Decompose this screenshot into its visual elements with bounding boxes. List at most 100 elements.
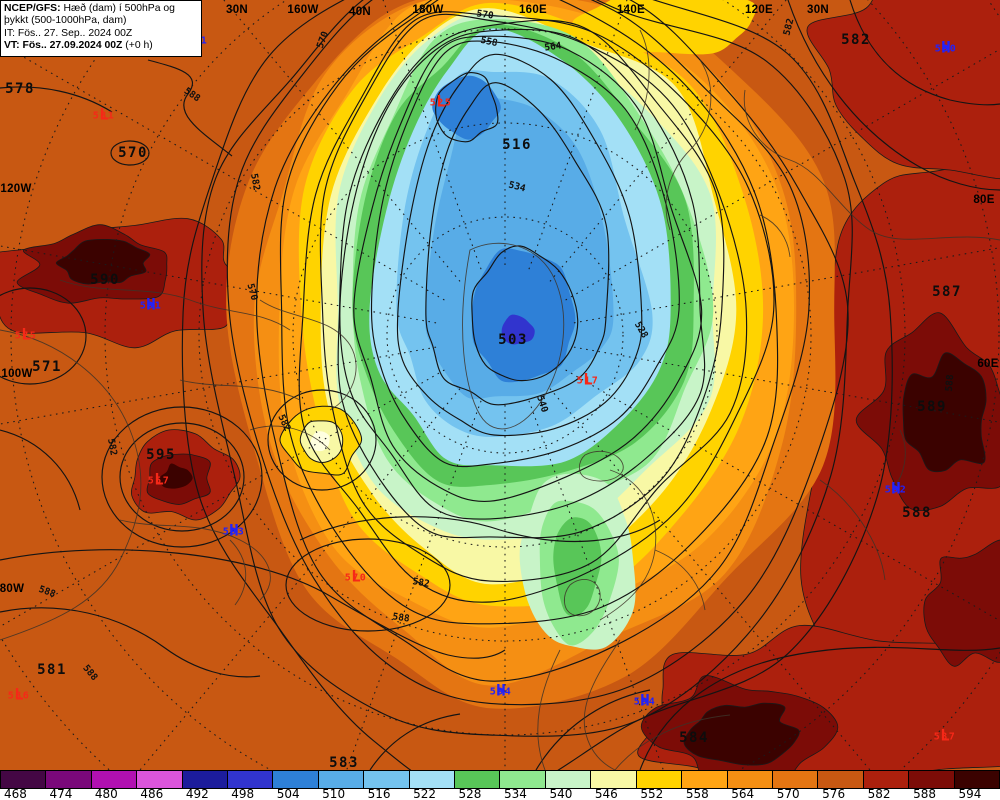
height-contour [0, 549, 506, 659]
map-area: 30N 160W 40N 180W 160E 140E 120E 30N 120W 100W 80W… [0, 0, 1000, 770]
colorbar-cells [0, 770, 1000, 789]
thickness-fill-region [683, 702, 800, 766]
height-contour [639, 646, 1000, 770]
valid-time: VT: Fös.. 27.09.2024 00Z [4, 40, 123, 52]
latitude-circle [104, 0, 906, 736]
height-contour [0, 429, 81, 511]
thickness-fill-region [553, 517, 602, 617]
height-contour [535, 689, 651, 770]
coastline [743, 89, 1000, 241]
colorbar-tick-label: 468 [4, 787, 27, 800]
height-contour [267, 389, 377, 491]
latitude-circle [198, 28, 812, 642]
colorbar-tick-label: 576 [822, 787, 846, 800]
coastline [537, 649, 561, 770]
height-contour [0, 607, 261, 678]
colorbar-labels: 468 474 480 486 492 498 504 510 516 522 528 534 540 5… [0, 787, 1000, 800]
colorbar-cell [909, 771, 955, 788]
coastline [59, 279, 291, 331]
thickness-fill-region [806, 0, 1000, 180]
colorbar-tick-label: 492 [185, 787, 209, 800]
height-contour [435, 72, 499, 143]
height-contour [256, 0, 811, 682]
colorbar-cell [772, 771, 819, 788]
height-contour [787, 0, 1000, 191]
latitude-circle [386, 216, 624, 454]
title-box: NCEP/GFS: Hæð (dam) í 500hPa og þykkt (5… [0, 0, 202, 57]
colorbar-cell [409, 771, 456, 788]
colorbar-cell [727, 771, 773, 788]
colorbar-cell [818, 771, 864, 788]
colorbar-cell [182, 771, 229, 788]
coastline [564, 578, 601, 617]
colorbar-tick-label: 582 [867, 787, 891, 800]
colorbar-tick-label: 594 [958, 787, 982, 800]
coastline [634, 29, 650, 131]
coastline [119, 519, 271, 606]
height-contour [119, 422, 245, 532]
coastline [462, 242, 565, 430]
colorbar-cell [682, 771, 728, 788]
coastline [759, 214, 791, 258]
coastline [819, 479, 886, 581]
colorbar-tick-label: 486 [140, 787, 164, 800]
height-contour [396, 53, 643, 437]
latitude-circle [292, 122, 718, 548]
title-line1-text: Hæð (dam) í 500hPa og [60, 3, 175, 14]
colorbar-tick-label: 528 [458, 787, 482, 800]
height-contour [471, 245, 579, 382]
height-contour [299, 516, 661, 543]
height-contour [226, 0, 849, 706]
thickness-fill-region [923, 539, 1000, 667]
height-contour [849, 0, 1000, 106]
colorbar-cell [636, 771, 683, 788]
colorbar-tick-label: 522 [413, 787, 436, 800]
colorbar-cell [91, 771, 138, 788]
colorbar-cell [500, 771, 546, 788]
colorbar-cell [455, 771, 501, 788]
colorbar: 468 474 480 486 492 498 504 510 516 522 528 534 540 5… [0, 770, 1000, 800]
height-contour [101, 406, 263, 548]
colorbar-tick-label: 552 [640, 787, 664, 800]
colorbar-cell [364, 771, 410, 788]
height-band-fill [501, 314, 535, 345]
colorbar-tick-label: 570 [776, 787, 800, 800]
height-contour [285, 538, 451, 632]
coastline [599, 469, 706, 621]
latitude-circle [10, 0, 1000, 770]
height-contour [353, 35, 703, 502]
colorbar-cell [273, 771, 319, 788]
height-contour [370, 40, 680, 468]
thickness-fill-region [55, 238, 151, 285]
coastline [259, 299, 357, 411]
height-contour [0, 287, 87, 385]
colorbar-tick-label: 588 [913, 787, 936, 800]
coastline [583, 639, 731, 770]
colorbar-cell [863, 771, 910, 788]
height-contour [147, 59, 233, 157]
title-line2: þykkt (500-1000hPa, dam) [4, 15, 127, 27]
colorbar-cell [0, 771, 47, 788]
colorbar-cell [228, 771, 274, 788]
colorbar-tick-label: 564 [731, 787, 755, 800]
title-line1: NCEP/GFS: Hæð (dam) í 500hPa og [4, 3, 198, 15]
colorbar-cell [545, 771, 592, 788]
height-contour [0, 86, 113, 113]
height-contour [201, 0, 853, 737]
colorbar-tick-label: 480 [94, 787, 118, 800]
height-contour [181, 0, 893, 770]
coastline [179, 379, 331, 451]
height-contour [298, 11, 775, 603]
model-name: NCEP/GFS: [4, 3, 61, 14]
colorbar-tick-label: 540 [549, 787, 573, 800]
colorbar-cell [137, 771, 183, 788]
colorbar-tick-label: 474 [49, 787, 73, 800]
height-contour [110, 140, 150, 166]
colorbar-tick-label: 534 [504, 787, 527, 800]
height-band-fill [432, 75, 501, 140]
hurricane-fill [159, 463, 193, 489]
height-band-fill [471, 248, 576, 383]
thickness-fill-region [902, 352, 987, 473]
colorbar-tick-label: 558 [685, 787, 709, 800]
colorbar-tick-label: 516 [367, 787, 391, 800]
